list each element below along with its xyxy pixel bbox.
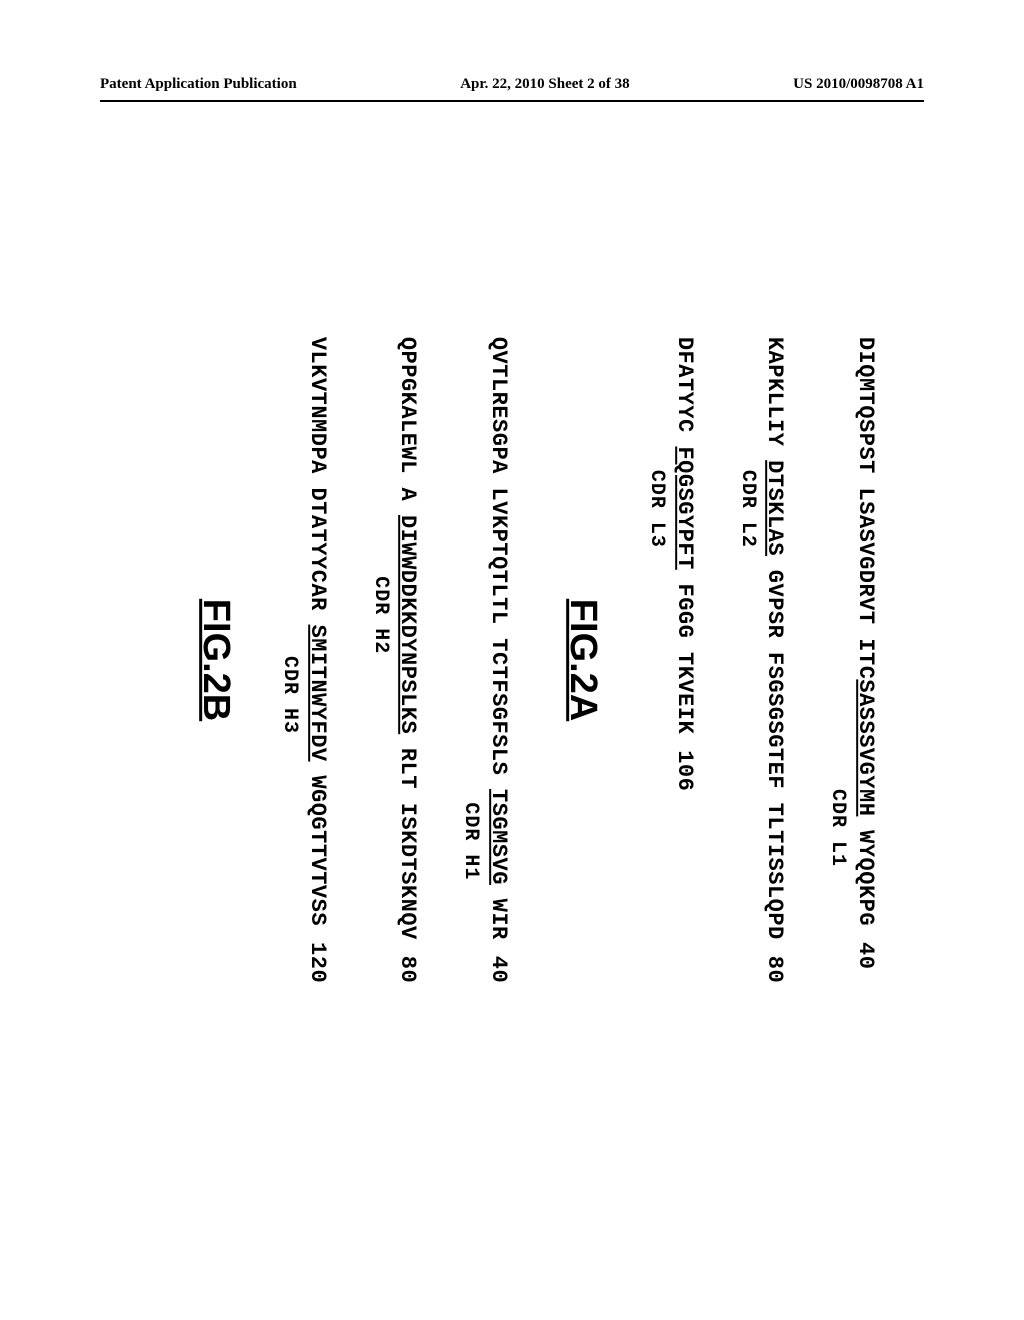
seq-text: DFATYYC: [672, 337, 697, 447]
cdr-label: CDR H3: [278, 656, 301, 734]
cdr-label: CDR L2: [736, 470, 759, 548]
seq-text: VLKVTNMDPA DTATYYCAR: [305, 337, 330, 625]
position-number: 40: [853, 942, 878, 969]
fig2b-line3: VLKVTNMDPA DTATYYCAR SMITNWYFDV WGQGTTVT…: [276, 337, 331, 983]
seq-text: QPPGKALEWL A: [395, 337, 420, 515]
seq-text: DIQMTQSPST LSASVGDRVT ITC: [853, 337, 878, 680]
cdr-label: CDR H1: [459, 802, 482, 880]
cdr-label: CDR L3: [645, 470, 668, 548]
page-header: Patent Application Publication Apr. 22, …: [0, 76, 1024, 93]
header-center: Apr. 22, 2010 Sheet 2 of 38: [460, 76, 629, 93]
cdr-seq: SMITNWYFDV: [305, 625, 330, 762]
seq-text: RLT ISKDTSKNQV: [395, 734, 420, 940]
fig2a-line3: DFATYYC FQGSGYPFT FGGG TKVEIK 106 CDR L3: [643, 337, 698, 983]
header-divider: [100, 100, 924, 102]
seq-text: WYQQKPG: [853, 816, 878, 926]
cdr-label: CDR L1: [827, 789, 850, 867]
position-number: 106: [672, 750, 697, 791]
cdr-seq: TSGMSVG: [486, 789, 511, 885]
seq-text: QVTLRESGPA LVKPTQTLTL TCTFSGFSLS: [486, 337, 511, 789]
cdr-label: CDR H2: [369, 576, 392, 654]
position-number: 120: [305, 942, 330, 983]
cdr-seq: DTSKLAS: [763, 460, 788, 556]
figure-content: DIQMTQSPST LSASVGDRVT ITCSASSSVGYMH WYQQ…: [145, 337, 879, 983]
seq-text: WIR: [486, 885, 511, 940]
fig2b-line1: QVTLRESGPA LVKPTQTLTL TCTFSGFSLS TSGMSVG…: [457, 337, 512, 983]
position-number: 80: [395, 956, 420, 983]
cdr-seq: DIWWDDKKDYNPSLKS: [395, 515, 420, 734]
cdr-seq: FQGSGYPFT: [672, 446, 697, 569]
header-left: Patent Application Publication: [100, 76, 297, 93]
seq-text: FGGG TKVEIK: [672, 570, 697, 734]
seq-text: KAPKLLIY: [763, 337, 788, 460]
header-right: US 2010/0098708 A1: [793, 76, 924, 93]
fig2a-line2: KAPKLLIY DTSKLAS GVPSR FSGSGSGTEF TLTISS…: [734, 337, 789, 983]
position-number: 40: [486, 956, 511, 983]
fig2b-line2: QPPGKALEWL A DIWWDDKKDYNPSLKS RLT ISKDTS…: [367, 337, 422, 983]
seq-text: WGQGTTVTVSS: [305, 762, 330, 926]
figure-label-2b: FIG.2B: [191, 337, 240, 983]
fig2a-line1: DIQMTQSPST LSASVGDRVT ITCSASSSVGYMH WYQQ…: [825, 337, 880, 983]
position-number: 80: [763, 956, 788, 983]
cdr-seq: SASSSVGYMH: [853, 679, 878, 816]
figure-label-2a: FIG.2A: [558, 337, 607, 983]
seq-text: GVPSR FSGSGSGTEF TLTISSLQPD: [763, 556, 788, 940]
